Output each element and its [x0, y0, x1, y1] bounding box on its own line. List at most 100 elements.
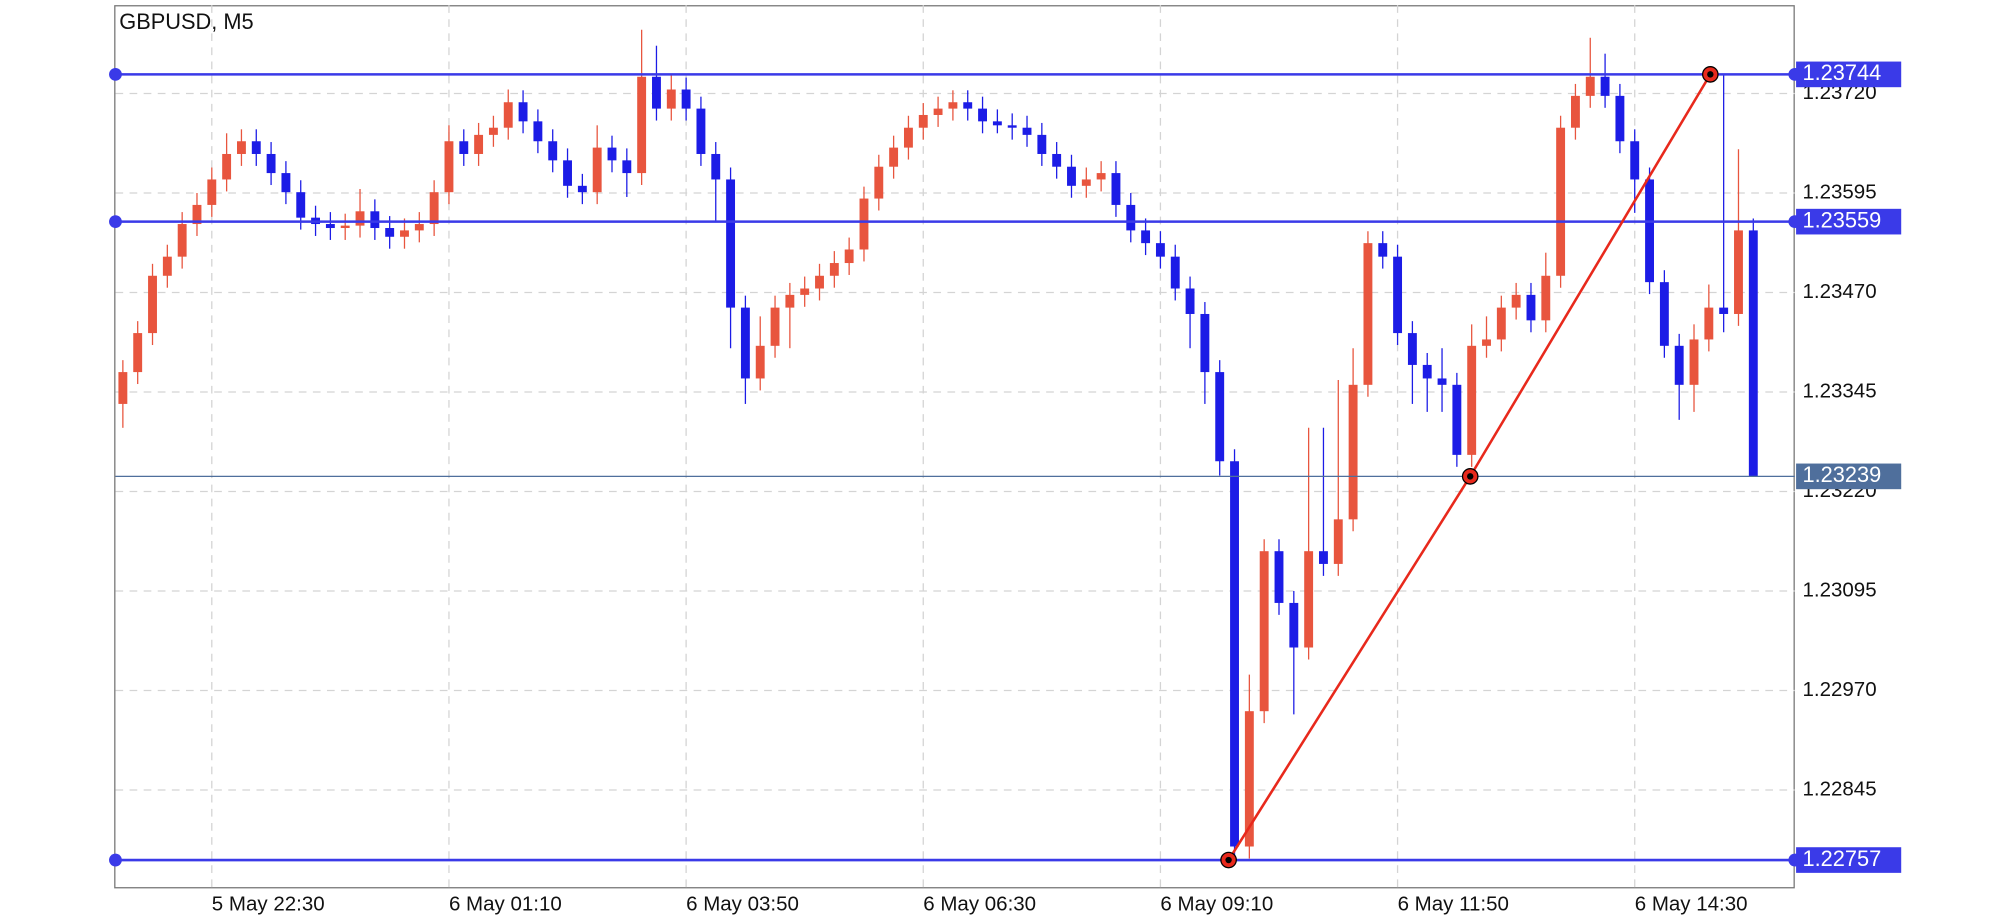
- candle-body: [1170, 256, 1180, 289]
- candle-body: [963, 102, 973, 109]
- level-tag: [1796, 847, 1902, 873]
- y-tick-label: 1.23345: [1802, 379, 1876, 402]
- candle-body: [1348, 384, 1358, 520]
- x-tick-label: 6 May 03:50: [686, 892, 799, 915]
- candle-body: [918, 114, 928, 128]
- plot-frame: [114, 5, 1795, 889]
- candle-body: [1393, 256, 1403, 334]
- candle-body: [518, 102, 528, 122]
- level-tag: [1796, 61, 1902, 88]
- candle-body: [1748, 230, 1758, 477]
- candle-body: [1541, 275, 1551, 321]
- x-tick-label: 6 May 14:30: [1635, 892, 1748, 915]
- candle-body: [933, 108, 943, 115]
- candle-body: [726, 179, 736, 308]
- candle-body: [1200, 313, 1210, 373]
- y-tick-label: 1.22845: [1802, 777, 1876, 800]
- y-tick-label: 1.23595: [1802, 180, 1876, 203]
- candle-body: [488, 127, 498, 135]
- candle-body: [889, 147, 899, 167]
- candle-body: [1719, 307, 1729, 314]
- candle-body: [948, 102, 958, 109]
- candle-body: [1556, 127, 1566, 276]
- candle-body: [251, 141, 261, 154]
- candle-body: [1067, 166, 1076, 186]
- candle-body: [192, 204, 202, 225]
- candle-body: [1289, 602, 1299, 648]
- candle-body: [1407, 333, 1417, 365]
- candle-body: [711, 153, 721, 180]
- candle-body: [118, 372, 128, 404]
- candle-body: [133, 333, 143, 373]
- candle-body: [1482, 339, 1491, 346]
- candle-body: [815, 275, 824, 289]
- candle-body: [1037, 134, 1047, 154]
- candle-body: [1333, 519, 1343, 564]
- candle-body: [592, 147, 602, 193]
- candle-body: [414, 224, 424, 231]
- candle-body: [429, 192, 439, 225]
- candle-body: [1215, 372, 1225, 462]
- candle-body: [296, 192, 306, 218]
- last-price-tag: [1796, 463, 1902, 490]
- trend-point-core: [1466, 473, 1474, 480]
- candle-body: [1022, 127, 1032, 135]
- candle-body: [903, 127, 913, 148]
- candle-body: [1496, 307, 1506, 340]
- x-tick-label: 6 May 01:10: [449, 892, 562, 915]
- candle-body: [444, 141, 454, 193]
- candle-body: [740, 307, 750, 379]
- x-tick-label: 6 May 09:10: [1160, 892, 1273, 915]
- candle-body: [1259, 551, 1269, 712]
- candle-body: [755, 345, 765, 379]
- candle-body: [474, 134, 484, 154]
- candle-body: [1600, 76, 1610, 96]
- candle-body: [622, 160, 632, 174]
- candle-body: [1126, 204, 1136, 231]
- candle-body: [770, 307, 780, 346]
- candle-body: [222, 153, 232, 180]
- x-tick-label: 6 May 06:30: [923, 892, 1036, 915]
- candle-body: [844, 249, 854, 264]
- candle-body: [1319, 551, 1328, 564]
- level-label: 1.22757: [1802, 846, 1881, 871]
- candle-body: [1141, 230, 1151, 244]
- y-tick-label: 1.23095: [1802, 578, 1876, 601]
- trend-point-core: [1225, 856, 1232, 864]
- candle-body: [874, 166, 884, 199]
- candle-body: [400, 230, 409, 237]
- candle-body: [1511, 294, 1521, 308]
- candle-body: [1096, 173, 1106, 180]
- candle-body: [800, 288, 810, 295]
- candle-body: [370, 211, 380, 229]
- candle-body: [533, 121, 543, 142]
- candle-body: [1304, 551, 1314, 648]
- candle-body: [978, 108, 987, 122]
- trend-line: [1227, 73, 1712, 861]
- chart-title: GBPUSD, M5: [119, 9, 253, 34]
- candle-body: [1081, 179, 1091, 186]
- y-tick-label: 1.23470: [1802, 280, 1876, 303]
- candle-body: [992, 121, 1002, 126]
- level-handle: [109, 215, 122, 229]
- candle-body: [281, 173, 291, 193]
- level-tag: [1796, 208, 1902, 235]
- candle-body: [563, 160, 572, 186]
- candle-body: [1185, 288, 1195, 314]
- candle-body: [1615, 95, 1625, 142]
- candle-body: [385, 228, 395, 237]
- candle-body: [548, 141, 558, 161]
- candle-body: [162, 256, 172, 276]
- candle-body: [148, 275, 157, 334]
- candle-body: [1244, 711, 1254, 847]
- candle-body: [1111, 173, 1121, 205]
- last-price-label: 1.23239: [1802, 462, 1881, 487]
- candle-body: [607, 147, 617, 161]
- candle-body: [1674, 345, 1684, 385]
- candle-body: [1659, 282, 1669, 346]
- trend-point-core: [1707, 71, 1714, 78]
- candle-body: [696, 108, 706, 154]
- candle-body: [637, 76, 647, 174]
